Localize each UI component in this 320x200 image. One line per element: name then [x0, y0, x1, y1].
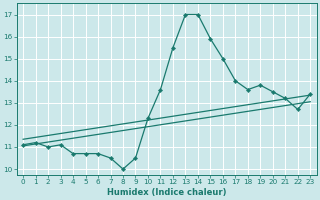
X-axis label: Humidex (Indice chaleur): Humidex (Indice chaleur) [107, 188, 227, 197]
